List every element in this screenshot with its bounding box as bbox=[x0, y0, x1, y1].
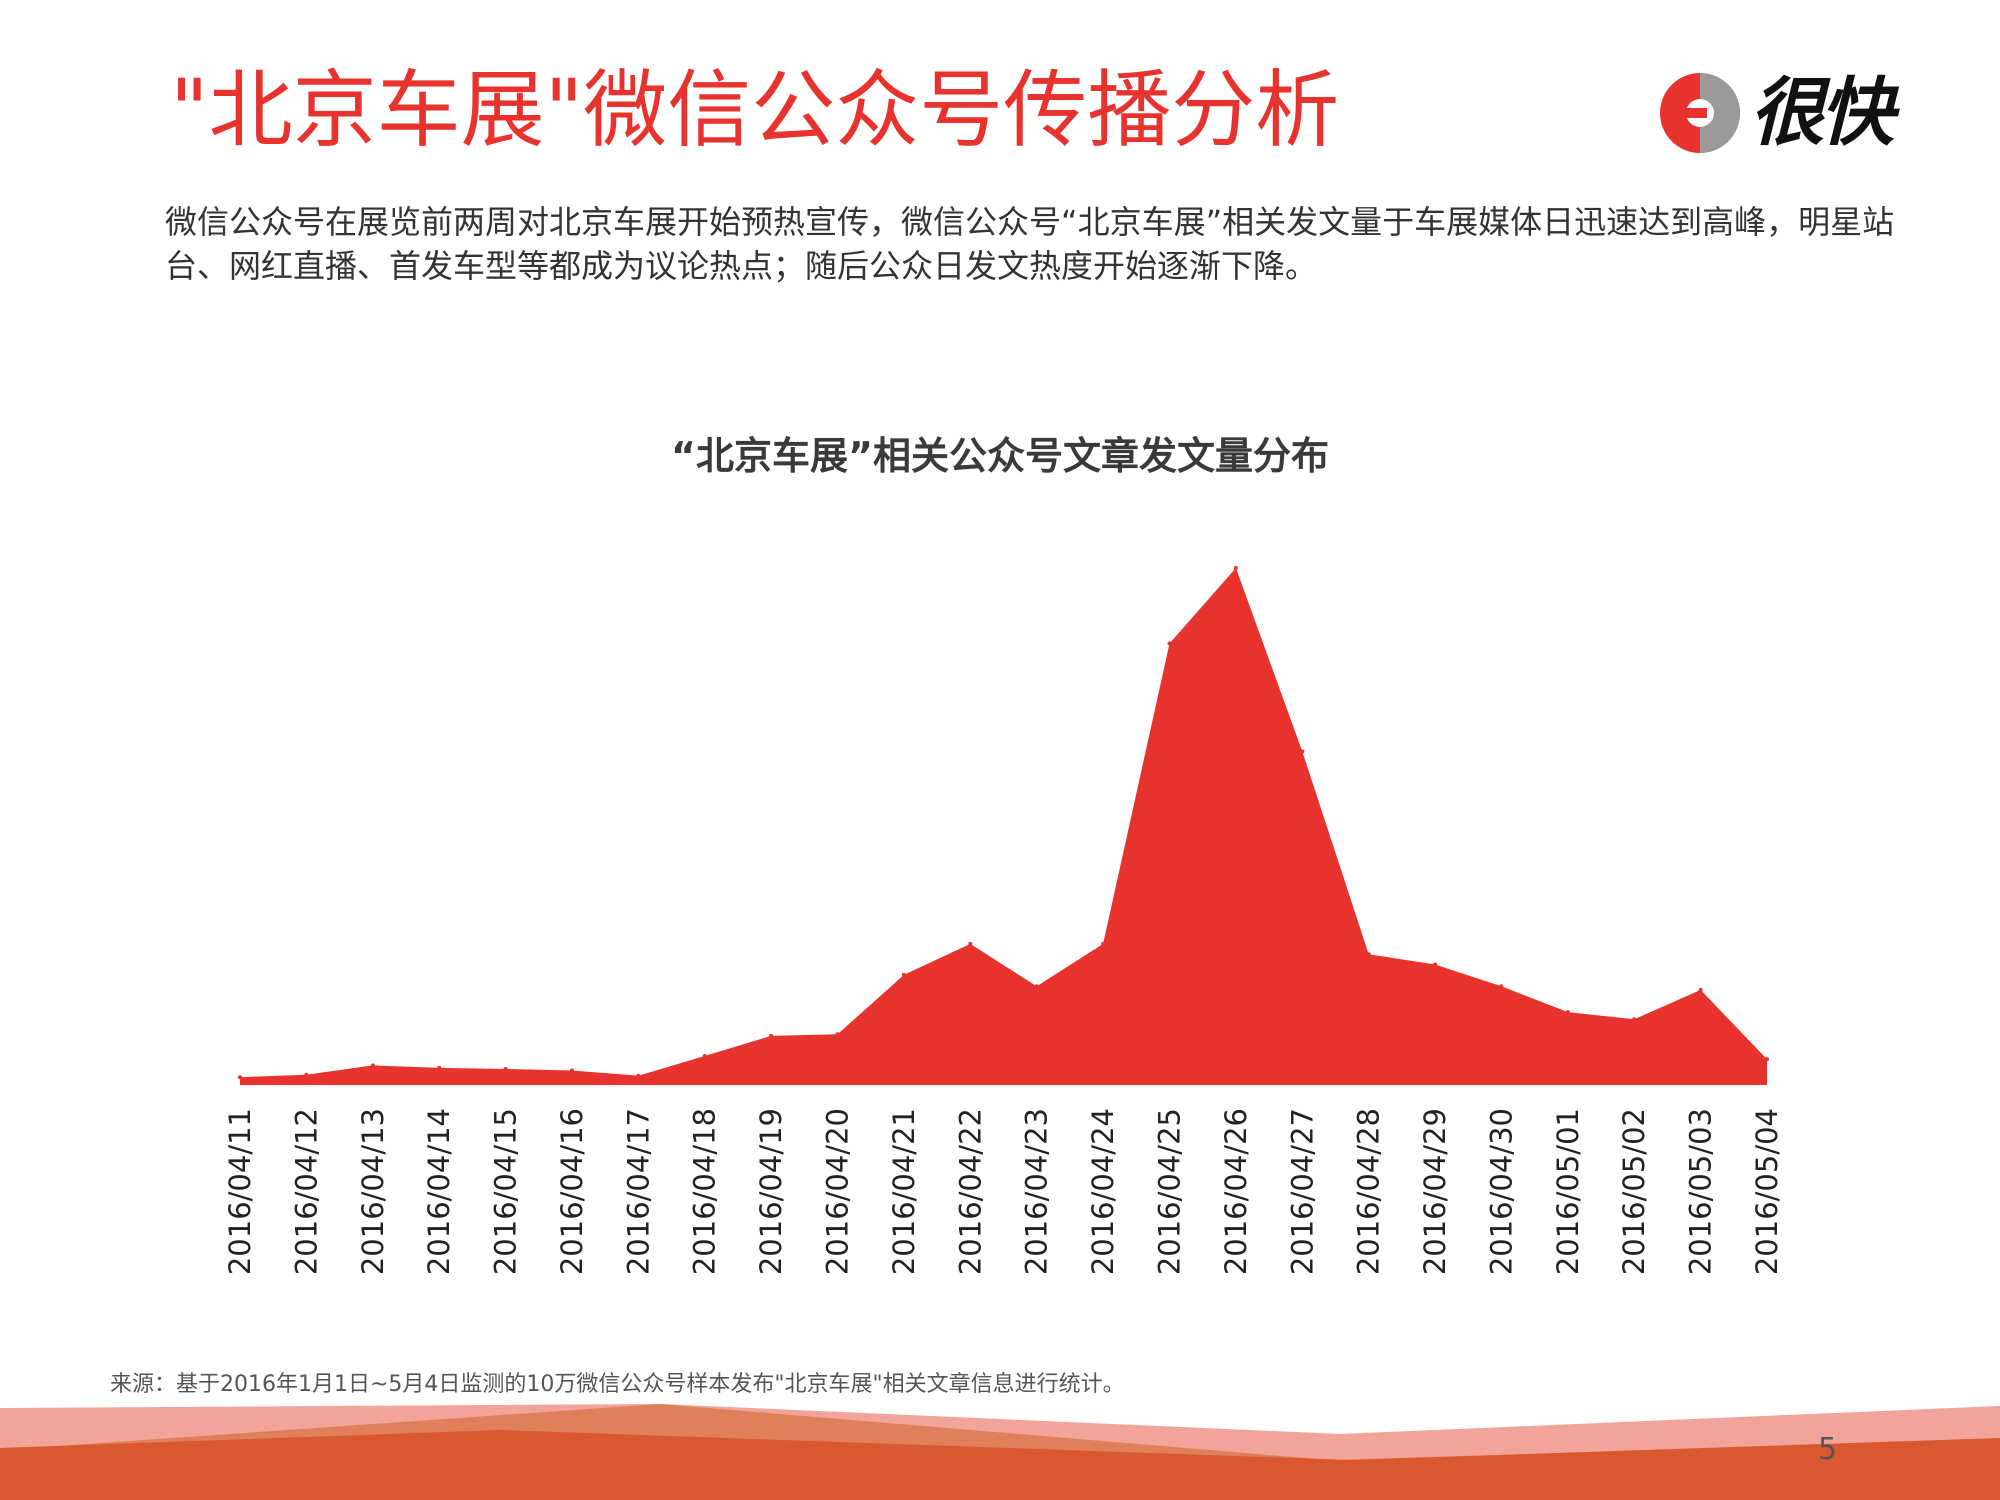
data-point bbox=[636, 1073, 641, 1078]
x-tick-label: 2016/04/15 bbox=[489, 1108, 523, 1275]
data-point bbox=[238, 1075, 242, 1080]
logo-mark-icon bbox=[1660, 73, 1740, 153]
x-tick-label: 2016/05/01 bbox=[1551, 1108, 1585, 1275]
x-tick-label: 2016/04/29 bbox=[1418, 1108, 1452, 1275]
data-point bbox=[769, 1033, 774, 1038]
x-tick-label: 2016/04/22 bbox=[953, 1108, 987, 1275]
data-point bbox=[968, 941, 973, 946]
x-tick-label: 2016/04/18 bbox=[688, 1108, 722, 1275]
data-point bbox=[1565, 1010, 1570, 1015]
logo-text: 很快 bbox=[1750, 70, 1894, 156]
footer-band-dark bbox=[0, 1430, 2000, 1500]
data-point bbox=[1698, 987, 1703, 992]
chart-title: “北京车展”相关公众号文章发文量分布 bbox=[671, 434, 1329, 478]
data-point bbox=[437, 1065, 442, 1070]
footer-decoration bbox=[0, 1404, 2000, 1500]
page-number: 5 bbox=[1818, 1432, 1838, 1467]
x-tick-label: 2016/04/25 bbox=[1152, 1108, 1186, 1275]
x-tick-label: 2016/04/16 bbox=[555, 1108, 589, 1275]
data-point bbox=[1366, 952, 1371, 957]
area-series bbox=[240, 568, 1767, 1085]
x-tick-label: 2016/04/20 bbox=[821, 1108, 855, 1275]
x-tick-label: 2016/04/14 bbox=[422, 1108, 456, 1275]
description-text: 微信公众号在展览前两周对北京车展开始预热宣传，微信公众号“北京车展”相关发文量于… bbox=[165, 203, 1895, 285]
area-chart: 2016/04/11 2016/04/12 2016/04/13 2016/04/14… bbox=[223, 566, 1784, 1275]
data-point bbox=[370, 1063, 375, 1068]
data-point bbox=[1765, 1057, 1769, 1062]
source-note: 来源：基于2016年1月1日~5月4日监测的10万微信公众号样本发布"北京车展"… bbox=[110, 1372, 1125, 1397]
x-tick-label: 2016/05/03 bbox=[1684, 1108, 1718, 1275]
data-point bbox=[1034, 984, 1039, 989]
data-point bbox=[570, 1068, 574, 1073]
data-point bbox=[1167, 641, 1172, 646]
x-tick-label: 2016/05/02 bbox=[1617, 1108, 1651, 1275]
data-point bbox=[1499, 984, 1504, 989]
data-point bbox=[901, 972, 906, 977]
data-point bbox=[503, 1067, 508, 1071]
data-point bbox=[1632, 1017, 1637, 1022]
x-tick-label: 2016/04/12 bbox=[289, 1108, 323, 1275]
x-tick-label: 2016/04/28 bbox=[1352, 1108, 1386, 1275]
data-point bbox=[702, 1054, 707, 1058]
page-title: "北京车展"微信公众号传播分析 bbox=[170, 61, 1340, 159]
x-tick-label: 2016/04/24 bbox=[1086, 1108, 1120, 1275]
data-point bbox=[1233, 566, 1238, 570]
data-point bbox=[835, 1032, 840, 1037]
x-tick-label: 2016/04/27 bbox=[1285, 1108, 1319, 1275]
x-tick-label: 2016/04/19 bbox=[754, 1108, 788, 1275]
brand-logo: 很快 bbox=[1655, 68, 1910, 158]
data-point bbox=[304, 1072, 309, 1077]
data-point bbox=[1433, 962, 1437, 967]
x-tick-label: 2016/04/17 bbox=[621, 1108, 655, 1275]
x-tick-label: 2016/04/13 bbox=[356, 1108, 390, 1275]
data-point bbox=[1101, 941, 1106, 946]
x-tick-label: 2016/04/11 bbox=[223, 1108, 257, 1275]
x-tick-label: 2016/05/04 bbox=[1750, 1108, 1784, 1275]
x-tick-label: 2016/04/26 bbox=[1219, 1108, 1253, 1275]
x-tick-label: 2016/04/30 bbox=[1484, 1108, 1518, 1275]
x-tick-label: 2016/04/21 bbox=[887, 1108, 921, 1275]
x-tick-label: 2016/04/23 bbox=[1020, 1108, 1054, 1275]
data-point bbox=[1300, 749, 1305, 754]
